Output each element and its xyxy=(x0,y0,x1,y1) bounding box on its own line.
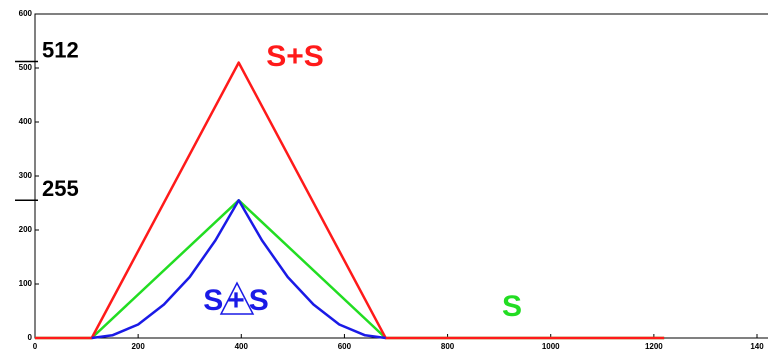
series-line xyxy=(91,199,386,340)
x-tick-label: 600 xyxy=(338,342,352,351)
x-tick-label: 0 xyxy=(33,342,38,351)
series-label: S+S xyxy=(203,284,273,317)
x-tick-label: 1200 xyxy=(645,342,663,351)
y-tick-label: 100 xyxy=(19,279,33,288)
x-tick-label: 400 xyxy=(235,342,249,351)
y-tick-label: 200 xyxy=(19,225,33,234)
y-tick-label: 500 xyxy=(19,63,33,72)
series-label: S xyxy=(502,290,522,323)
series-label: S+S xyxy=(266,40,324,73)
y-tick-label: 0 xyxy=(28,333,33,342)
series-line xyxy=(35,61,665,340)
y-tick-label: 400 xyxy=(19,117,33,126)
marker-label: 512 xyxy=(42,37,79,62)
x-tick-label: 200 xyxy=(131,342,145,351)
marker-label: 255 xyxy=(42,176,79,201)
x-tick-label: 1000 xyxy=(542,342,560,351)
x-tick-label: 800 xyxy=(441,342,455,351)
y-tick-label: 300 xyxy=(19,171,33,180)
x-tick-label: 140 xyxy=(750,342,764,351)
operator-triangle xyxy=(219,281,255,315)
y-tick-label: 600 xyxy=(19,9,33,18)
